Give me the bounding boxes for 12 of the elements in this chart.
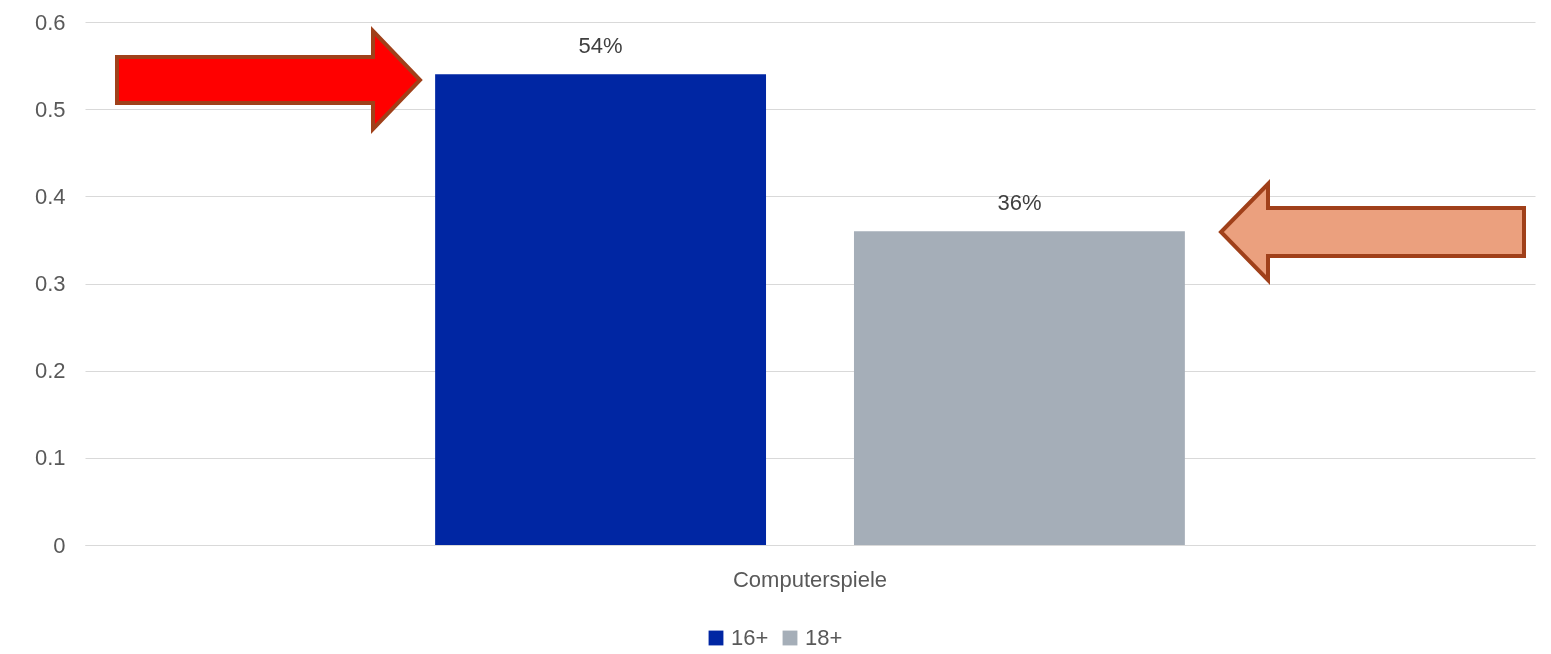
- y-tick-label: 0: [53, 532, 66, 558]
- data-label: 36%: [997, 190, 1042, 216]
- legend-label: 18+: [805, 625, 843, 650]
- legend-label: 16+: [731, 625, 769, 650]
- data-label: 54%: [578, 33, 623, 59]
- y-tick-label: 0.2: [34, 358, 66, 384]
- y-tick-label: 0.4: [34, 183, 66, 209]
- y-tick-label: 0.5: [34, 96, 66, 122]
- x-tick-label: Computerspiele: [732, 566, 888, 592]
- y-tick-label: 0.1: [34, 445, 66, 471]
- y-tick-label: 0.6: [34, 9, 66, 35]
- y-tick-label: 0.3: [34, 271, 66, 296]
